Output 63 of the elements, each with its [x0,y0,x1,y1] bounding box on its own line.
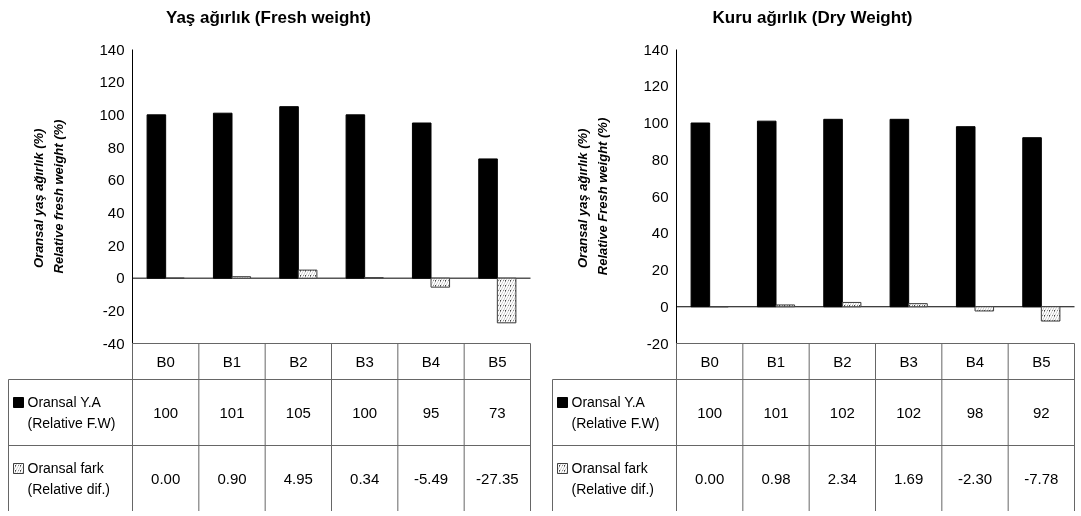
y-tick-label: 80 [107,138,125,156]
legend-label: Oransal Y.A (Relative F.W) [571,394,660,431]
x-tick-label: B0 [156,353,175,370]
x-tick-label: B1 [766,353,786,370]
x-tick-label: B2 [289,353,308,370]
y-tick-label: 0 [116,269,125,287]
data-label: 1.69 [894,469,924,487]
data-label: 0.34 [350,469,380,487]
x-tick-label: B3 [355,353,374,370]
x-tick-label: B5 [488,353,507,370]
data-label: 100 [153,403,179,421]
data-label: 101 [219,403,245,421]
data-label: 100 [697,403,723,421]
data-label: -5.49 [413,469,449,487]
data-label: 0.98 [761,469,791,487]
data-label: 4.95 [283,469,313,487]
data-label: 102 [829,403,855,421]
data-label: 101 [763,403,789,421]
x-tick-label: B3 [899,353,918,370]
data-label: 73 [488,403,506,421]
data-label: 92 [1032,403,1050,421]
legend-label: Oransal fark (Relative dif.) [571,460,654,497]
legend-label: Oransal fark (Relative dif.) [27,460,110,497]
y-tick-label: 20 [651,261,669,278]
x-tick-label: B1 [222,353,242,370]
y-tick-label: 20 [107,236,125,254]
y-tick-label: 40 [651,224,669,242]
y-tick-label: 60 [107,171,125,189]
legend-label: Oransal Y.A (Relative F.W) [27,394,116,431]
y-tick-label: 80 [651,150,669,168]
y-tick-label: 120 [643,77,669,95]
y-tick-label: 100 [99,105,125,123]
y-tick-label: -20 [646,334,669,352]
y-axis-title: Oransal yaş ağırlık (%) Relative fresh weight (%) [31,119,66,274]
y-tick-label: 60 [651,187,669,205]
data-label: 0.00 [151,469,181,487]
x-tick-label: B2 [833,353,852,370]
y-axis-title: Oransal yaş ağırlık (%) Relative Fresh weight (%) [575,117,610,276]
y-tick-label: 40 [107,203,125,221]
x-tick-label: B4 [965,353,985,370]
data-label: 98 [966,403,984,421]
x-tick-label: B5 [1032,353,1051,370]
x-tick-label: B0 [700,353,719,370]
y-tick-label: -20 [102,301,125,319]
data-label: 105 [285,403,311,421]
data-label: 102 [896,403,922,421]
data-label: 95 [422,403,440,421]
y-tick-label: 140 [643,40,669,58]
data-label: -7.78 [1024,469,1059,487]
y-tick-label: 140 [99,40,125,58]
data-label: -2.30 [957,469,993,487]
data-label: 0.00 [695,469,725,487]
x-tick-label: B4 [421,353,441,370]
data-label: 100 [352,403,378,421]
chart-title: Yaş ağırlık (Fresh weight) [166,7,372,27]
y-tick-label: -40 [102,334,125,352]
y-tick-label: 120 [99,73,125,91]
data-label: 0.90 [217,469,247,487]
data-label: -27.35 [476,469,519,487]
y-tick-label: 0 [660,297,669,315]
y-tick-label: 100 [643,114,669,131]
chart-title: Kuru ağırlık (Dry Weight) [712,7,913,27]
data-label: 2.34 [827,469,857,487]
